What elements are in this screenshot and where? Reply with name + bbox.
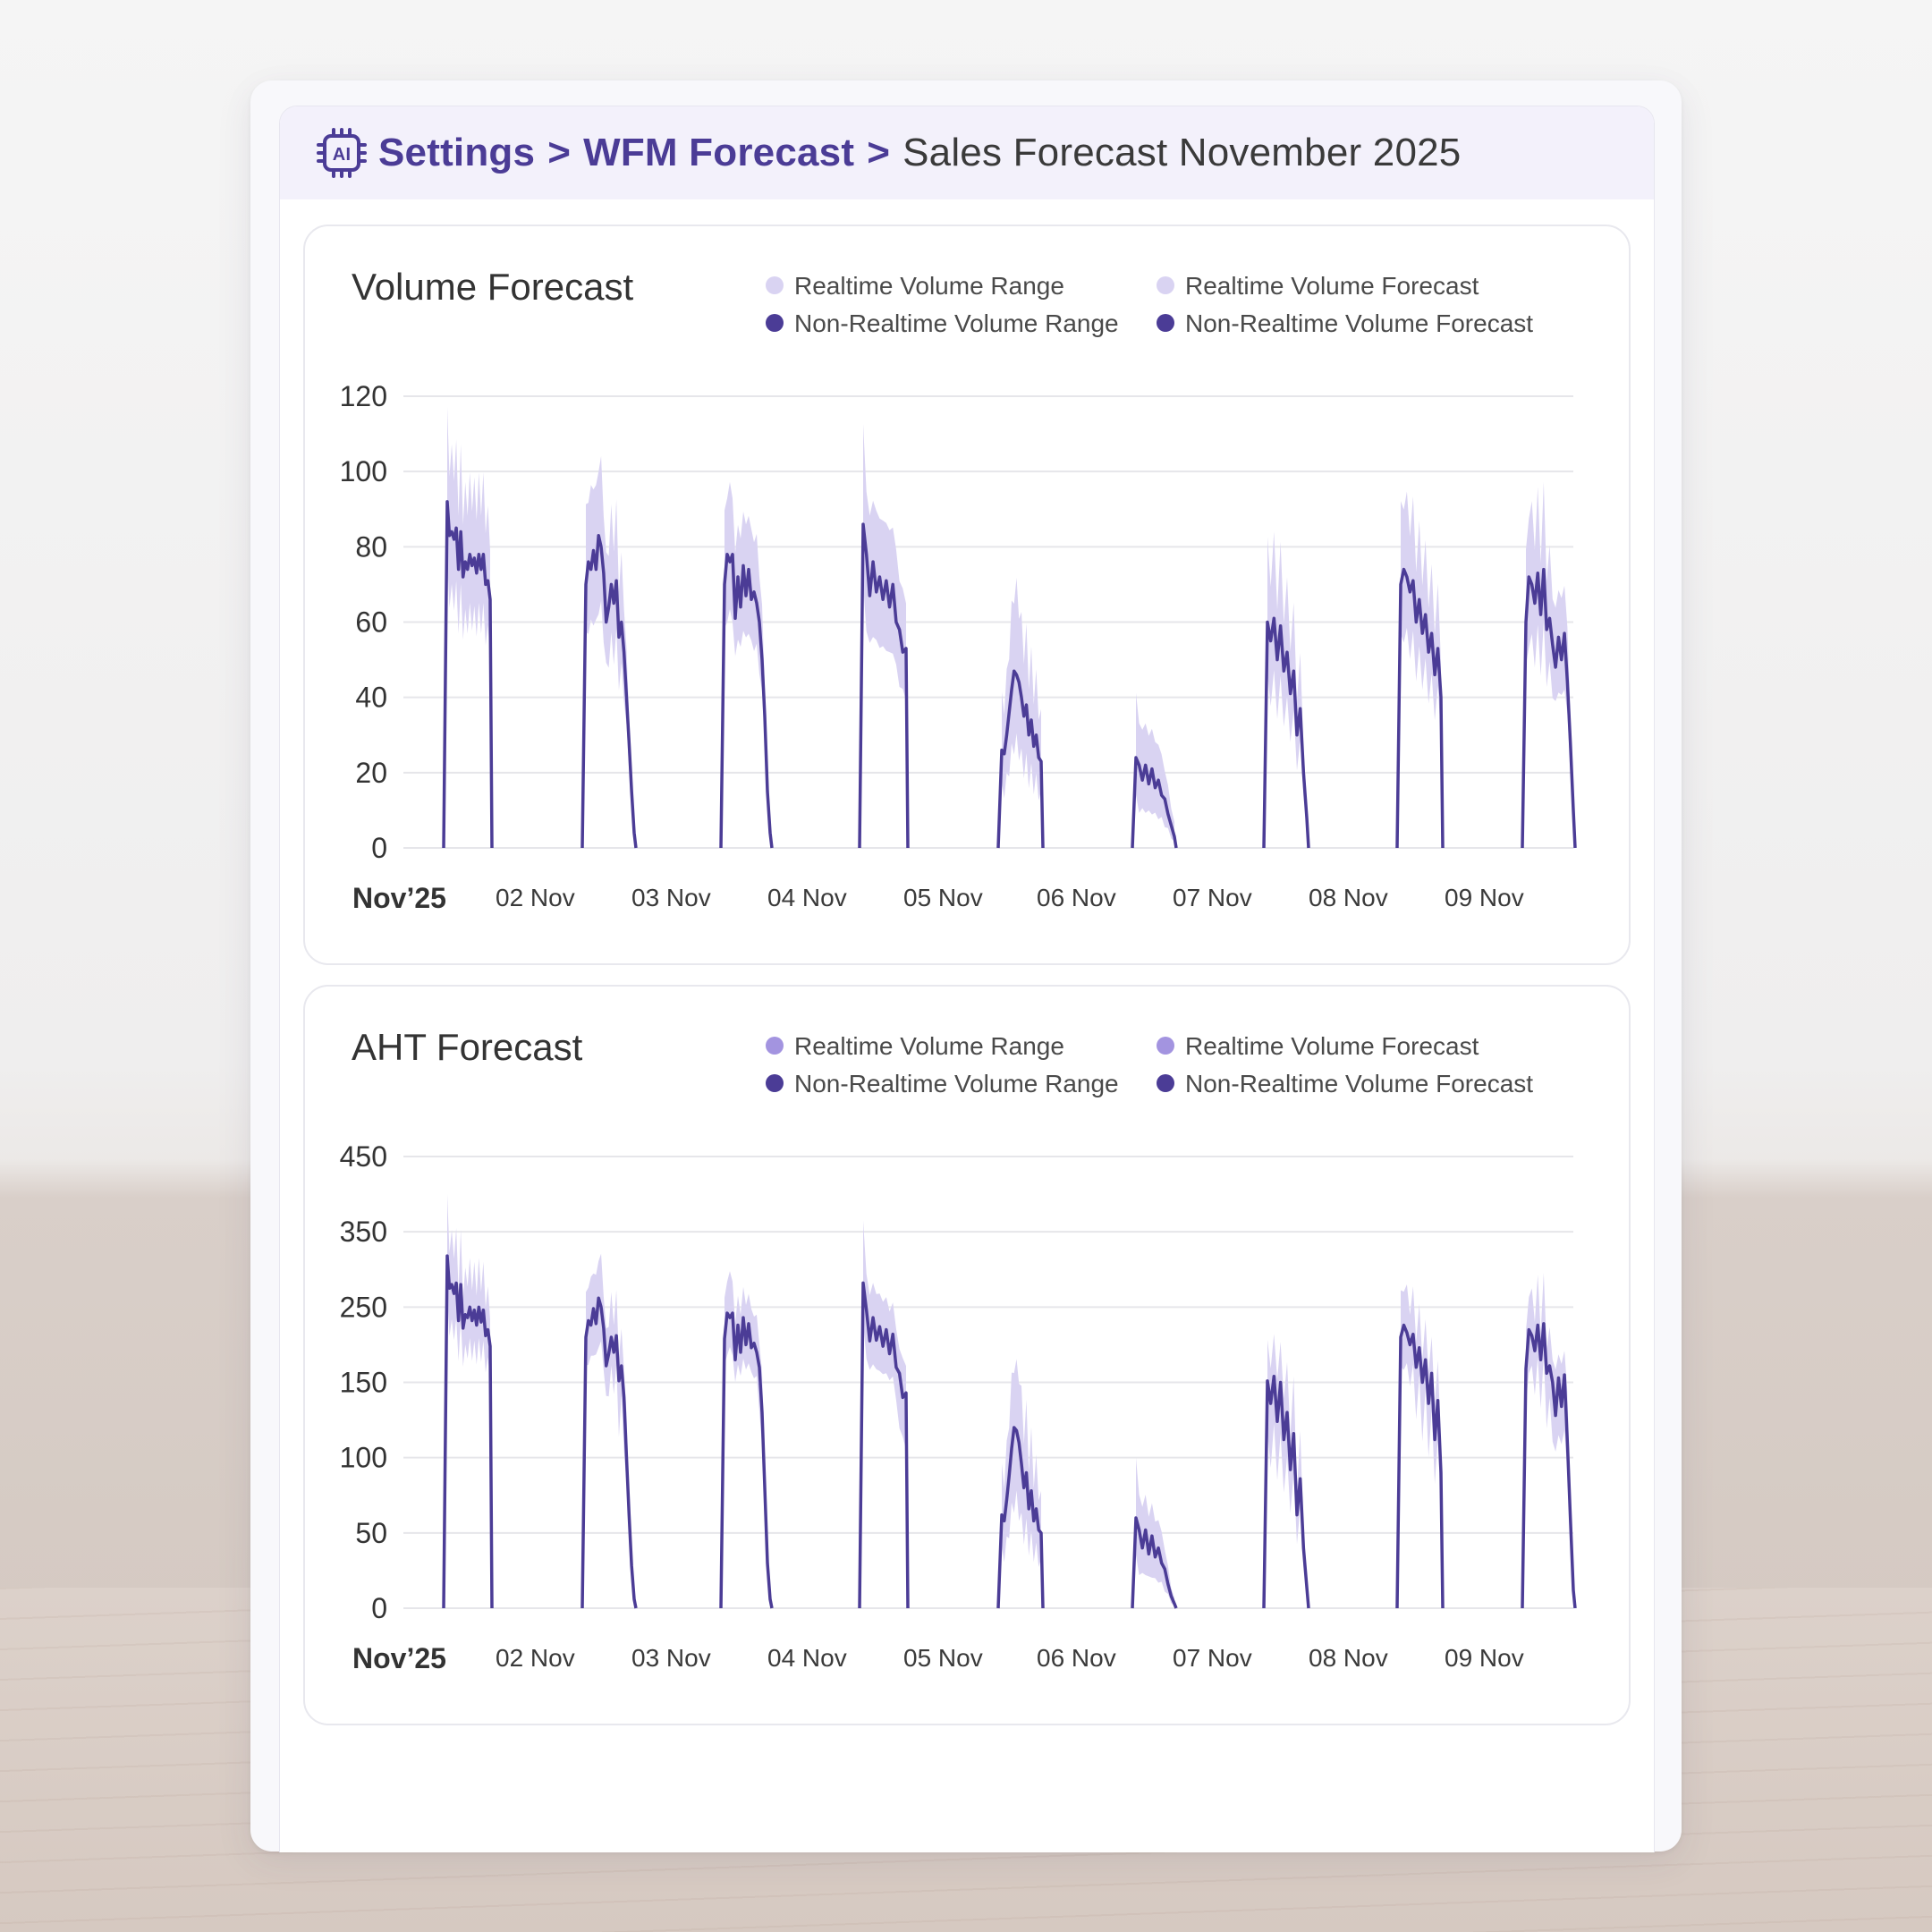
y-tick-label: 0	[371, 832, 387, 864]
breadcrumb-separator: >	[867, 131, 891, 174]
realtime-range-band	[724, 481, 770, 837]
x-tick-label: 04 Nov	[767, 1644, 847, 1672]
realtime-range-band	[1526, 481, 1573, 818]
legend-swatch	[766, 1037, 784, 1055]
y-tick-label: 250	[340, 1291, 387, 1323]
forecast-line[interactable]	[719, 1311, 774, 1609]
app-content: AI Settings > WFM Forecast > Sales Forec…	[279, 106, 1655, 1852]
x-tick-label: 03 Nov	[631, 1644, 711, 1672]
volume-forecast-chart: Volume Forecast Realtime Volume Range Real…	[340, 266, 1577, 914]
forecast-line[interactable]	[442, 500, 494, 849]
x-tick-label: 06 Nov	[1037, 1644, 1116, 1672]
x-tick-label: 02 Nov	[496, 884, 575, 911]
legend-label[interactable]: Realtime Volume Range	[794, 1032, 1064, 1060]
forecast-line[interactable]	[1262, 1375, 1310, 1609]
forecast-line[interactable]	[996, 669, 1045, 849]
svg-text:AI: AI	[333, 145, 351, 165]
y-tick-label: 0	[371, 1592, 387, 1624]
legend-label[interactable]: Realtime Volume Range	[794, 272, 1064, 300]
x-tick-label: 04 Nov	[767, 884, 847, 911]
breadcrumb-separator: >	[547, 131, 572, 174]
forecast-line[interactable]	[1395, 567, 1445, 849]
x-tick-label: 08 Nov	[1309, 884, 1388, 911]
aht-forecast-chart: AHT Forecast Realtime Volume Range Realtim…	[340, 1026, 1577, 1674]
realtime-range-band	[447, 406, 490, 657]
realtime-range-band	[1401, 1284, 1441, 1509]
y-tick-label: 120	[340, 380, 387, 412]
aht-forecast-chart-panel: AHT Forecast Realtime Volume Range Realtim…	[303, 985, 1631, 1725]
x-tick-label: Nov’25	[352, 882, 446, 914]
forecast-line[interactable]	[1395, 1323, 1445, 1609]
x-tick-label: 09 Nov	[1445, 884, 1524, 911]
legend-swatch	[1157, 314, 1174, 332]
forecast-line[interactable]	[580, 1296, 638, 1609]
forecast-line[interactable]	[1131, 1516, 1178, 1609]
y-tick-label: 100	[340, 455, 387, 487]
forecast-line[interactable]	[996, 1426, 1045, 1609]
realtime-range-band	[1526, 1272, 1573, 1594]
breadcrumb-item-wfm-forecast[interactable]: WFM Forecast	[583, 131, 855, 174]
x-tick-label: 08 Nov	[1309, 1644, 1388, 1672]
realtime-range-band	[1267, 1334, 1307, 1592]
x-tick-label: 05 Nov	[903, 884, 983, 911]
forecast-line[interactable]	[1262, 616, 1310, 849]
x-tick-label: 02 Nov	[496, 1644, 575, 1672]
legend-label[interactable]: Non-Realtime Volume Forecast	[1185, 309, 1533, 337]
forecast-line[interactable]	[1521, 567, 1577, 849]
forecast-line[interactable]	[1131, 756, 1178, 849]
breadcrumb: AI Settings > WFM Forecast > Sales Forec…	[280, 106, 1654, 199]
legend-swatch	[1157, 1037, 1174, 1055]
ai-chip-icon: AI	[317, 128, 367, 178]
legend-label[interactable]: Non-Realtime Volume Forecast	[1185, 1070, 1533, 1097]
breadcrumb-current-page: Sales Forecast November 2025	[902, 131, 1462, 174]
x-tick-label: 07 Nov	[1173, 1644, 1252, 1672]
forecast-line[interactable]	[580, 533, 638, 849]
x-tick-label: 09 Nov	[1445, 1644, 1524, 1672]
chart-title: AHT Forecast	[352, 1026, 583, 1068]
legend-swatch	[1157, 1074, 1174, 1092]
forecast-line[interactable]	[442, 1254, 494, 1609]
realtime-range-band	[586, 455, 634, 837]
legend-swatch	[1157, 276, 1174, 294]
forecast-line[interactable]	[719, 553, 774, 849]
legend-swatch	[766, 314, 784, 332]
app-window: AI Settings > WFM Forecast > Sales Forec…	[250, 80, 1682, 1852]
volume-forecast-chart-panel: Volume Forecast Realtime Volume Range Real…	[303, 225, 1631, 965]
y-tick-label: 350	[340, 1216, 387, 1248]
y-tick-label: 450	[340, 1140, 387, 1173]
y-tick-label: 60	[355, 606, 387, 639]
y-tick-label: 80	[355, 530, 387, 563]
realtime-range-band	[1267, 531, 1307, 825]
realtime-range-band	[447, 1193, 490, 1381]
realtime-range-band	[863, 423, 906, 701]
forecast-line[interactable]	[858, 522, 910, 849]
legend-label[interactable]: Realtime Volume Forecast	[1185, 1032, 1479, 1060]
y-tick-label: 40	[355, 682, 387, 714]
x-tick-label: 03 Nov	[631, 884, 711, 911]
legend-swatch	[766, 1074, 784, 1092]
legend-label[interactable]: Non-Realtime Volume Range	[794, 309, 1119, 337]
legend-label[interactable]: Non-Realtime Volume Range	[794, 1070, 1119, 1097]
breadcrumb-item-settings[interactable]: Settings	[378, 131, 536, 174]
legend-swatch	[766, 276, 784, 294]
legend-label[interactable]: Realtime Volume Forecast	[1185, 272, 1479, 300]
x-tick-label: 07 Nov	[1173, 884, 1252, 911]
realtime-range-band	[586, 1253, 634, 1602]
x-tick-label: 06 Nov	[1037, 884, 1116, 911]
forecast-line[interactable]	[1521, 1322, 1577, 1609]
y-tick-label: 20	[355, 757, 387, 789]
x-tick-label: Nov’25	[352, 1642, 446, 1674]
x-tick-label: 05 Nov	[903, 1644, 983, 1672]
y-tick-label: 50	[355, 1517, 387, 1549]
y-tick-label: 100	[340, 1442, 387, 1474]
y-tick-label: 150	[340, 1367, 387, 1399]
chart-title: Volume Forecast	[352, 266, 633, 308]
forecast-line[interactable]	[858, 1281, 910, 1609]
